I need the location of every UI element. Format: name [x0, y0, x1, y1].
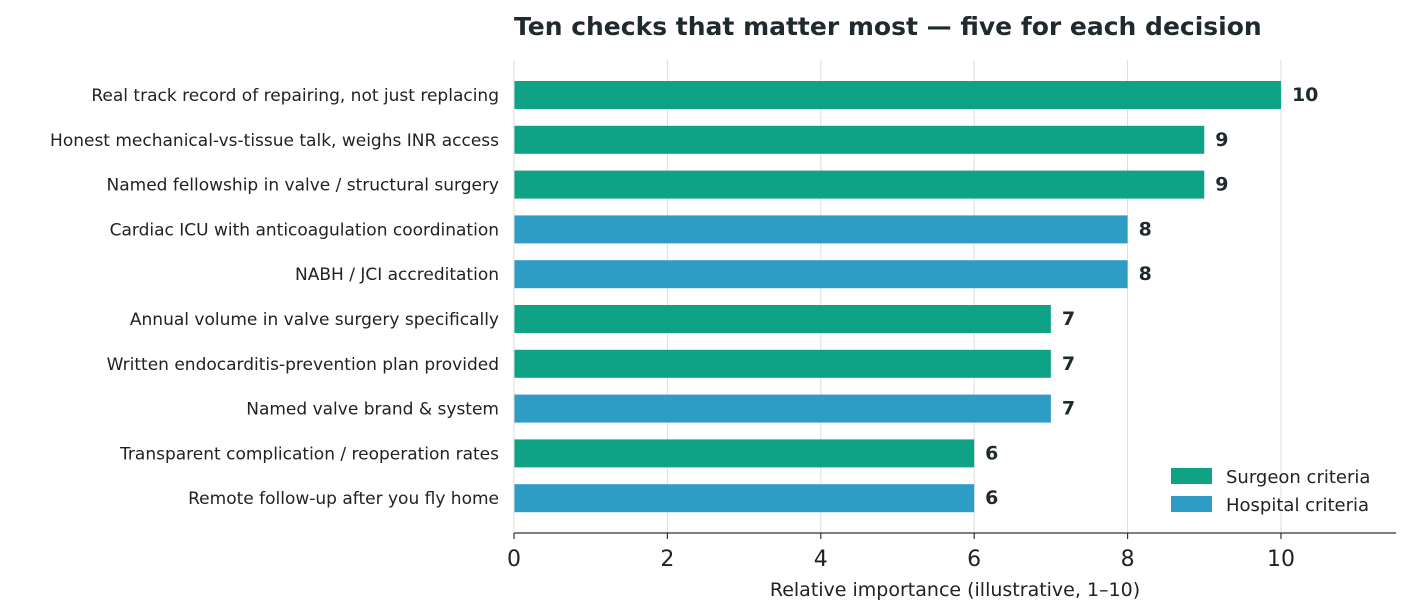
category-label: Written endocarditis-prevention plan pro… — [107, 355, 499, 375]
x-tick-label: 10 — [1267, 547, 1295, 572]
bar — [514, 170, 1205, 199]
bar — [514, 484, 975, 513]
legend-label: Surgeon criteria — [1226, 467, 1370, 488]
value-labels: 10 9 9 8 8 7 7 7 6 6 — [985, 84, 1318, 509]
category-label: Honest mechanical-vs-tissue talk, weighs… — [50, 131, 499, 151]
category-labels: Real track record of repairing, not just… — [50, 86, 499, 509]
bar — [514, 125, 1205, 154]
x-tick-label: 6 — [967, 547, 981, 572]
value-label: 9 — [1215, 129, 1228, 151]
bar — [514, 260, 1128, 289]
x-ticks: 0 2 4 6 8 10 — [507, 533, 1295, 572]
value-label: 10 — [1292, 84, 1318, 106]
legend-swatch — [1171, 496, 1212, 512]
bar — [514, 394, 1051, 423]
value-label: 9 — [1215, 174, 1228, 196]
value-label: 7 — [1062, 398, 1075, 420]
category-label: Cardiac ICU with anticoagulation coordin… — [110, 220, 499, 240]
bars — [514, 81, 1281, 513]
value-label: 6 — [985, 487, 998, 509]
legend: Surgeon criteria Hospital criteria — [1171, 467, 1370, 516]
x-tick-label: 8 — [1121, 547, 1135, 572]
category-label: NABH / JCI accreditation — [295, 265, 499, 285]
x-axis — [513, 60, 1396, 534]
category-label: Annual volume in valve surgery specifica… — [130, 310, 499, 330]
x-tick-label: 2 — [660, 547, 674, 572]
category-label: Real track record of repairing, not just… — [91, 86, 499, 106]
bar — [514, 215, 1128, 244]
category-label: Named valve brand & system — [246, 400, 499, 420]
chart-title: Ten checks that matter most — five for e… — [514, 12, 1262, 41]
category-label: Remote follow-up after you fly home — [188, 489, 499, 509]
value-label: 6 — [985, 442, 998, 464]
legend-swatch — [1171, 468, 1212, 484]
value-label: 8 — [1139, 218, 1152, 240]
legend-label: Hospital criteria — [1226, 495, 1369, 516]
value-label: 7 — [1062, 308, 1075, 330]
x-tick-label: 0 — [507, 547, 521, 572]
bar — [514, 349, 1051, 378]
category-label: Named fellowship in valve / structural s… — [107, 176, 499, 196]
x-tick-label: 4 — [814, 547, 828, 572]
category-label: Transparent complication / reoperation r… — [119, 444, 499, 464]
bar — [514, 305, 1051, 333]
x-axis-title: Relative importance (illustrative, 1–10) — [770, 579, 1140, 601]
value-label: 8 — [1139, 263, 1152, 285]
bar — [514, 81, 1281, 109]
bar — [514, 439, 975, 468]
value-label: 7 — [1062, 353, 1075, 375]
